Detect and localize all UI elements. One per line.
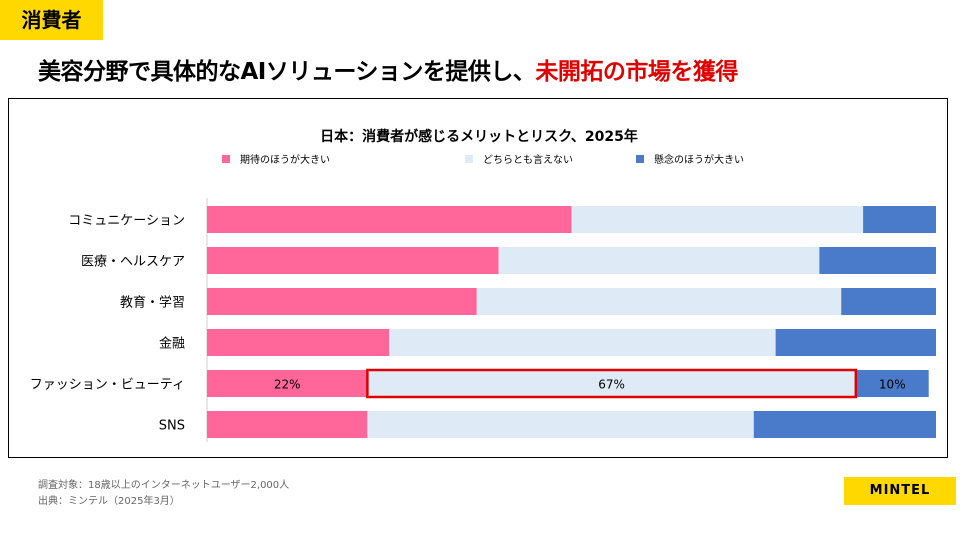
mintel-logo: MINTEL — [844, 477, 956, 505]
footnote-sample: 調査対象：18歳以上のインターネットユーザー2,000人 — [38, 480, 290, 491]
data-label-5-series-3: 10% — [879, 378, 906, 392]
bar-2-series-3 — [819, 247, 936, 274]
chart-title: 日本：消費者が感じるメリットとリスク、2025年 — [320, 128, 638, 145]
bar-6-series-2 — [367, 411, 754, 438]
bar-2-series-2 — [498, 247, 820, 274]
category-label-5: ファッション・ビューティ — [30, 378, 185, 393]
bar-2-series-1 — [207, 247, 499, 274]
bar-1-series-2 — [571, 206, 864, 233]
category-tag: 消費者 — [0, 0, 103, 40]
bar-3-series-1 — [207, 288, 477, 315]
bar-4-series-2 — [389, 329, 776, 356]
data-label-5-series-2: 67% — [598, 378, 625, 392]
legend-label-1: 期待のほうが大きい — [240, 153, 330, 166]
headline-highlight: 未開拓の市場を獲得 — [535, 59, 738, 85]
category-label-2: 医療・ヘルスケア — [81, 255, 185, 270]
highlight-box — [366, 368, 858, 399]
bar-4-series-1 — [207, 329, 390, 356]
data-label-5-series-1: 22% — [274, 378, 301, 392]
bar-5-series-1 — [207, 370, 368, 397]
category-label-4: 金融 — [159, 336, 185, 352]
legend-label-2: どちらとも言えない — [483, 153, 573, 166]
bar-6-series-3 — [753, 411, 936, 438]
legend-swatch-2 — [465, 155, 473, 163]
headline-main: 美容分野で具体的なAIソリューションを提供し、 — [38, 59, 536, 85]
bar-5-series-2 — [367, 370, 856, 397]
headline: 美容分野で具体的なAIソリューションを提供し、未開拓の市場を獲得 — [38, 52, 738, 86]
bar-3-series-2 — [476, 288, 842, 315]
bar-4-series-3 — [775, 329, 936, 356]
bar-3-series-3 — [841, 288, 936, 315]
category-label-6: SNS — [159, 419, 185, 434]
bar-5-series-3 — [855, 370, 929, 397]
bar-1-series-1 — [207, 206, 572, 233]
legend-swatch-1 — [222, 155, 230, 163]
chart-frame: 日本：消費者が感じるメリットとリスク、2025年期待のほうが大きい どちらとも言え… — [8, 98, 948, 458]
category-label-3: 教育・学習 — [120, 295, 185, 311]
category-label-1: コミュニケーション — [68, 214, 185, 229]
bar-1-series-3 — [863, 206, 936, 233]
bar-6-series-1 — [207, 411, 368, 438]
legend-swatch-3 — [636, 155, 644, 163]
footnote-source: 出典：ミンテル（2025年3月） — [38, 496, 180, 507]
legend-label-3: 懸念のほうが大きい — [654, 153, 744, 166]
